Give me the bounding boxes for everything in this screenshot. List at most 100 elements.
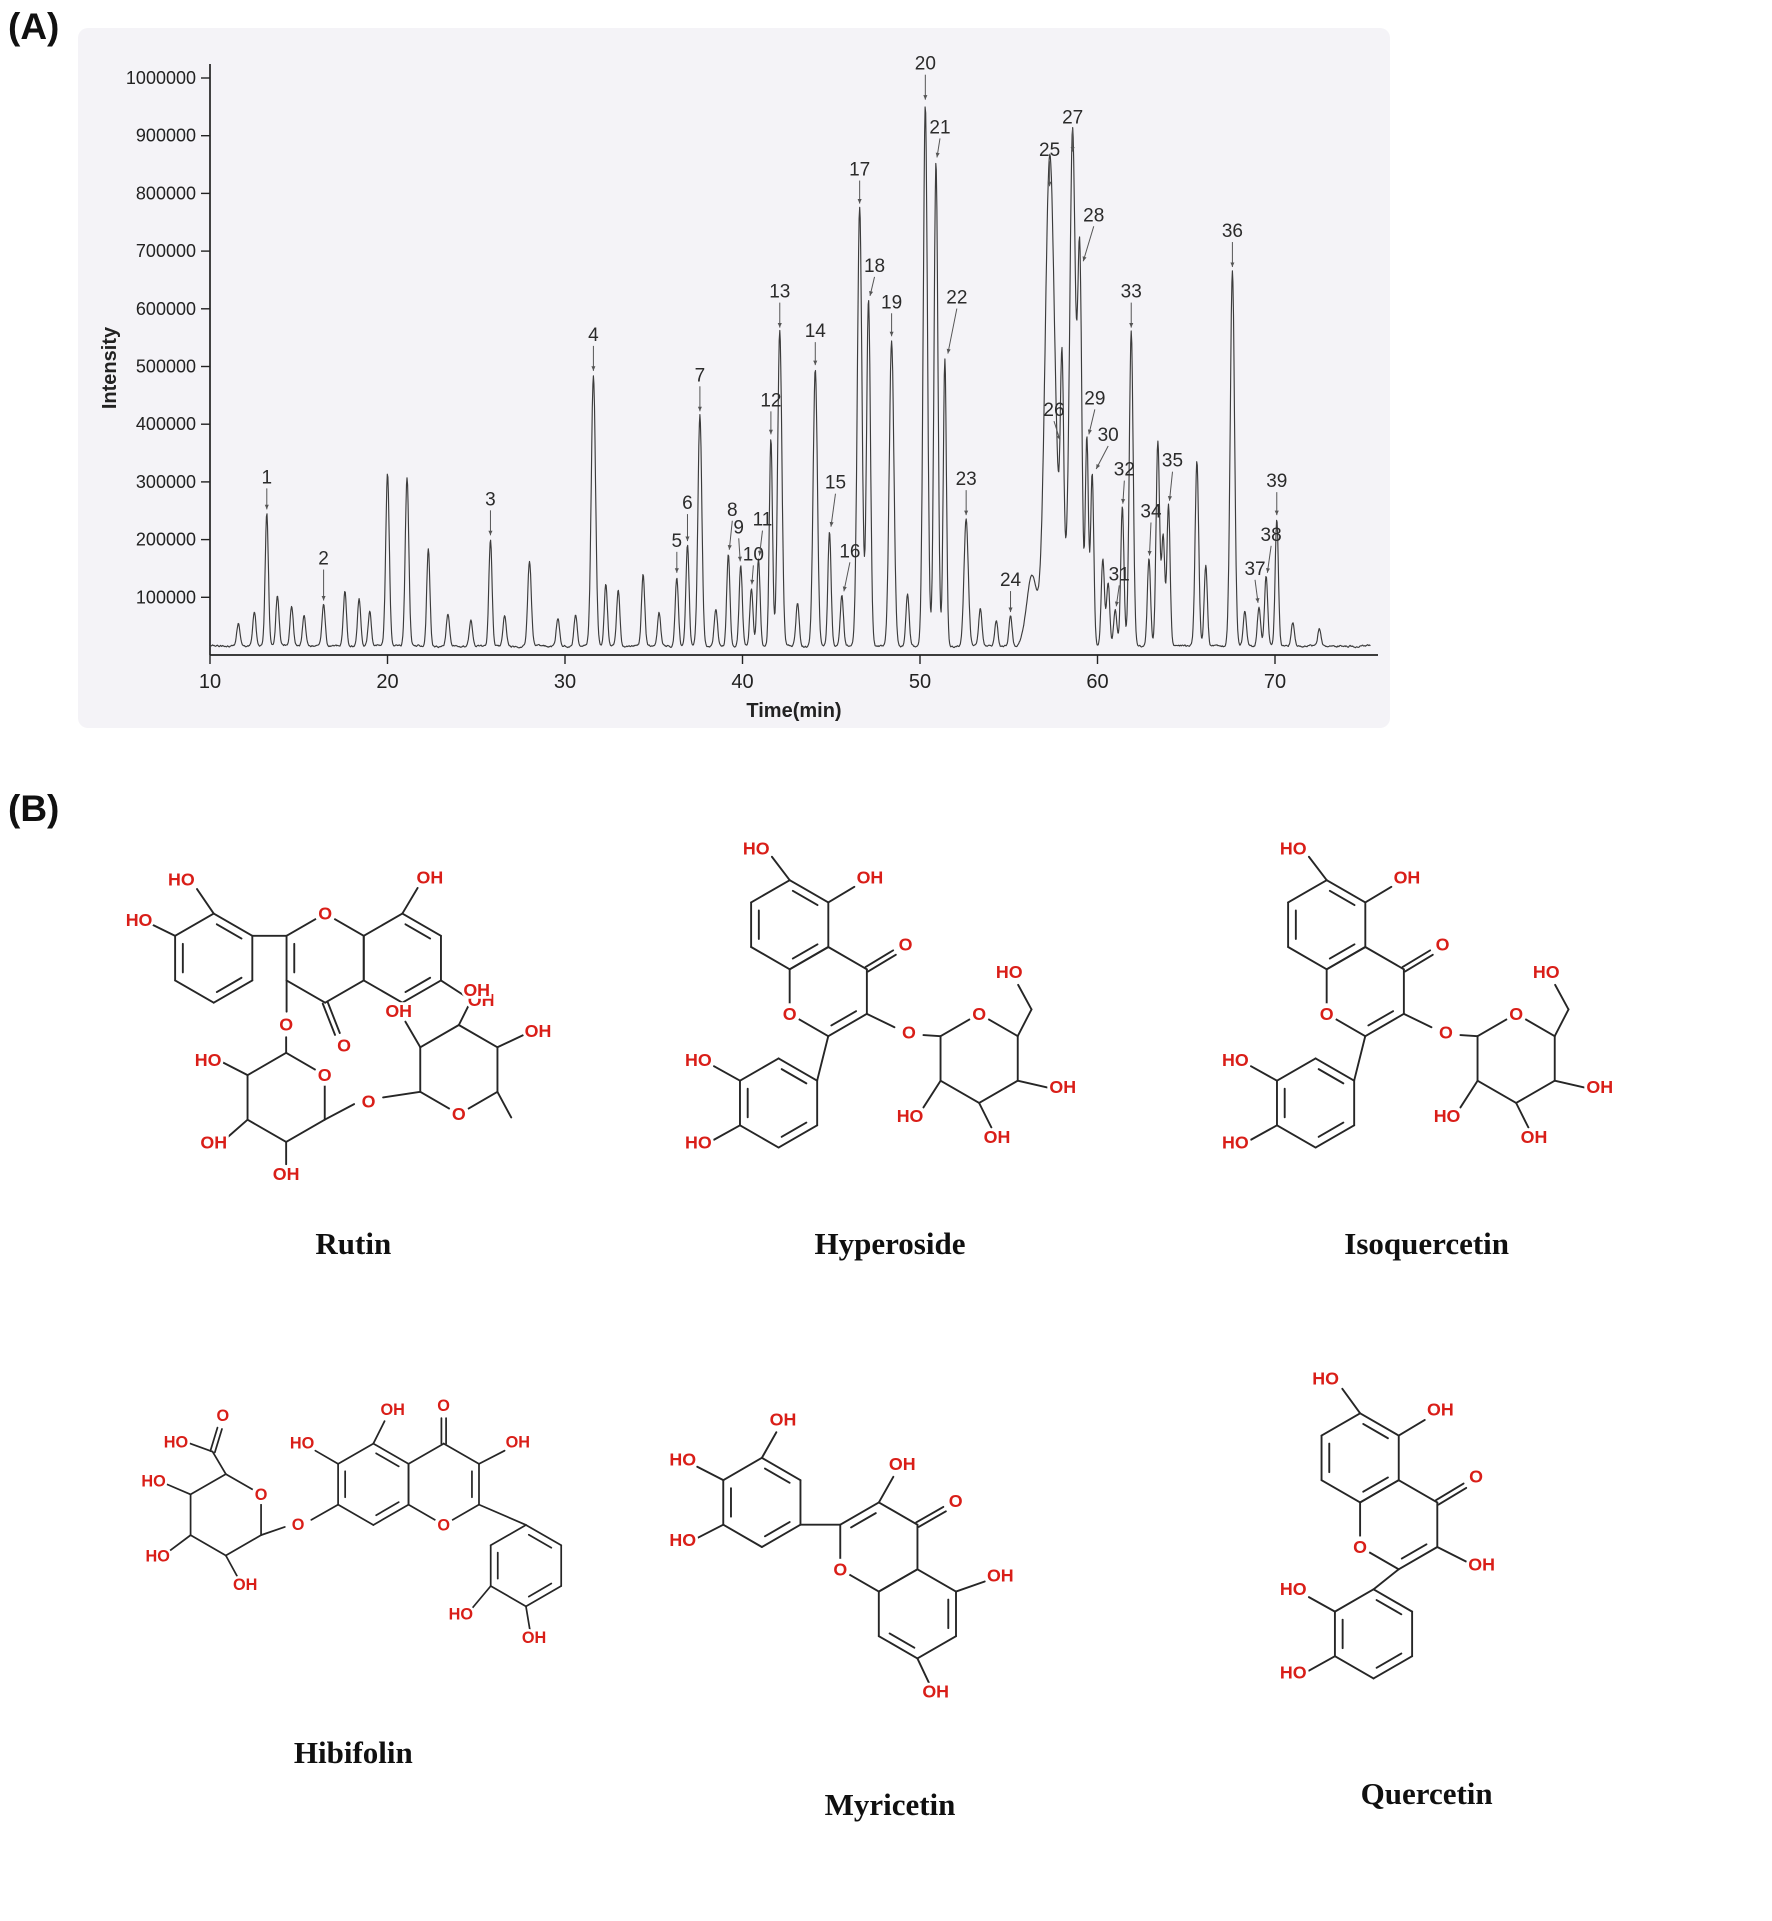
svg-text:OH: OH: [506, 1433, 530, 1451]
svg-text:OH: OH: [417, 867, 444, 887]
svg-text:O: O: [949, 1491, 963, 1511]
hibifolin-structure: O O O HO HO HO OH O HO OH O OH HO OH: [119, 1352, 587, 1667]
svg-text:O: O: [217, 1407, 230, 1425]
svg-text:HO: HO: [743, 839, 770, 859]
svg-text:O: O: [255, 1486, 268, 1504]
molecule-grid: O O O HO HO OH OH O O O HO OH OH OH OH OH Rutin O O HO OH O…: [100, 830, 1680, 1823]
svg-text:32: 32: [1114, 460, 1135, 481]
svg-text:OH: OH: [273, 1164, 300, 1184]
svg-text:6: 6: [682, 493, 693, 514]
svg-text:O: O: [362, 1091, 376, 1111]
molecule-name-myricetin: Myricetin: [824, 1787, 956, 1823]
svg-text:O: O: [899, 934, 913, 954]
svg-text:HO: HO: [1222, 1133, 1249, 1153]
svg-text:23: 23: [956, 469, 977, 490]
svg-text:34: 34: [1140, 502, 1162, 523]
molecule-cell-quercetin: O HO OH O OH HO HO Quercetin: [1173, 1352, 1680, 1824]
svg-text:OH: OH: [464, 980, 491, 1000]
svg-text:70: 70: [1264, 671, 1286, 693]
svg-text:O: O: [438, 1397, 451, 1415]
svg-text:16: 16: [839, 541, 860, 562]
svg-text:35: 35: [1162, 451, 1183, 472]
svg-text:33: 33: [1121, 282, 1142, 303]
svg-text:OH: OH: [522, 1629, 546, 1647]
svg-text:9: 9: [733, 517, 744, 538]
svg-text:700000: 700000: [136, 241, 196, 261]
svg-text:OH: OH: [386, 1001, 413, 1021]
svg-text:37: 37: [1244, 559, 1265, 580]
svg-text:HO: HO: [685, 1050, 712, 1070]
svg-text:HO: HO: [164, 1433, 188, 1451]
svg-text:HO: HO: [126, 910, 153, 930]
svg-text:OH: OH: [857, 867, 884, 887]
svg-text:600000: 600000: [136, 299, 196, 319]
molecule-cell-hyperoside: O O HO OH O O HO HO HO OH OH HO Hyperoside: [637, 830, 1144, 1262]
svg-text:O: O: [1319, 1004, 1333, 1024]
svg-text:5: 5: [672, 531, 683, 552]
svg-text:11: 11: [753, 510, 773, 531]
svg-text:OH: OH: [1393, 867, 1420, 887]
svg-text:HO: HO: [449, 1605, 473, 1623]
svg-text:OH: OH: [1049, 1077, 1076, 1097]
svg-text:O: O: [1469, 1466, 1483, 1486]
svg-text:HO: HO: [195, 1050, 222, 1070]
svg-text:O: O: [438, 1516, 451, 1534]
svg-text:HO: HO: [685, 1133, 712, 1153]
molecule-cell-hibifolin: O O O HO HO HO OH O HO OH O OH HO OH Hibifolin: [100, 1352, 607, 1824]
svg-text:O: O: [292, 1516, 305, 1534]
svg-text:900000: 900000: [136, 126, 196, 146]
svg-text:800000: 800000: [136, 183, 196, 203]
svg-text:OH: OH: [984, 1127, 1011, 1147]
svg-text:O: O: [783, 1004, 797, 1024]
svg-text:22: 22: [946, 288, 967, 309]
svg-text:HO: HO: [168, 870, 195, 890]
panel-b-label: (B): [8, 788, 60, 829]
svg-text:O: O: [452, 1104, 466, 1124]
chromatogram-plot: 100000 200000 300000 400000 500000 600000 7000…: [99, 54, 1378, 722]
quercetin-structure: O HO OH O OH HO HO: [1193, 1352, 1661, 1709]
svg-text:OH: OH: [525, 1021, 552, 1041]
svg-text:OH: OH: [1520, 1127, 1547, 1147]
svg-text:30: 30: [554, 671, 576, 693]
svg-text:HO: HO: [146, 1547, 170, 1565]
svg-text:30: 30: [1098, 425, 1119, 446]
svg-text:1000000: 1000000: [126, 68, 196, 88]
molecule-name-hyperoside: Hyperoside: [814, 1225, 966, 1261]
svg-text:HO: HO: [1280, 839, 1307, 859]
molecule-name-rutin: Rutin: [315, 1225, 392, 1261]
svg-text:OH: OH: [468, 990, 495, 1010]
svg-text:40: 40: [731, 671, 753, 693]
svg-text:14: 14: [805, 321, 827, 342]
svg-text:O: O: [337, 1036, 351, 1056]
svg-text:OH: OH: [1586, 1077, 1613, 1097]
svg-text:HO: HO: [142, 1472, 166, 1490]
svg-text:1: 1: [262, 467, 273, 488]
svg-text:18: 18: [864, 256, 885, 277]
svg-text:OH: OH: [233, 1576, 257, 1594]
svg-text:15: 15: [825, 473, 846, 494]
svg-text:HO: HO: [1280, 1662, 1307, 1682]
svg-text:OH: OH: [381, 1401, 405, 1419]
molecule-name-quercetin: Quercetin: [1360, 1776, 1493, 1812]
svg-text:OH: OH: [770, 1409, 797, 1429]
svg-text:HO: HO: [669, 1530, 696, 1550]
svg-text:10: 10: [743, 544, 764, 565]
svg-text:Intensity: Intensity: [99, 326, 121, 409]
svg-text:17: 17: [849, 160, 870, 181]
svg-text:2: 2: [318, 549, 329, 570]
svg-text:O: O: [1353, 1537, 1367, 1557]
svg-text:OH: OH: [1468, 1554, 1495, 1574]
svg-text:27: 27: [1062, 108, 1083, 129]
svg-text:OH: OH: [201, 1133, 228, 1153]
svg-text:O: O: [833, 1559, 847, 1579]
svg-text:OH: OH: [987, 1565, 1014, 1585]
svg-text:400000: 400000: [136, 414, 196, 434]
molecule-cell-myricetin: O OH HO HO OH O OH OH Myricetin: [637, 1352, 1144, 1824]
svg-text:3: 3: [485, 489, 496, 510]
svg-text:20: 20: [915, 54, 936, 75]
svg-text:HO: HO: [1433, 1106, 1460, 1126]
molecule-name-hibifolin: Hibifolin: [293, 1735, 413, 1771]
svg-text:O: O: [1439, 1022, 1453, 1042]
svg-text:24: 24: [1000, 570, 1022, 591]
